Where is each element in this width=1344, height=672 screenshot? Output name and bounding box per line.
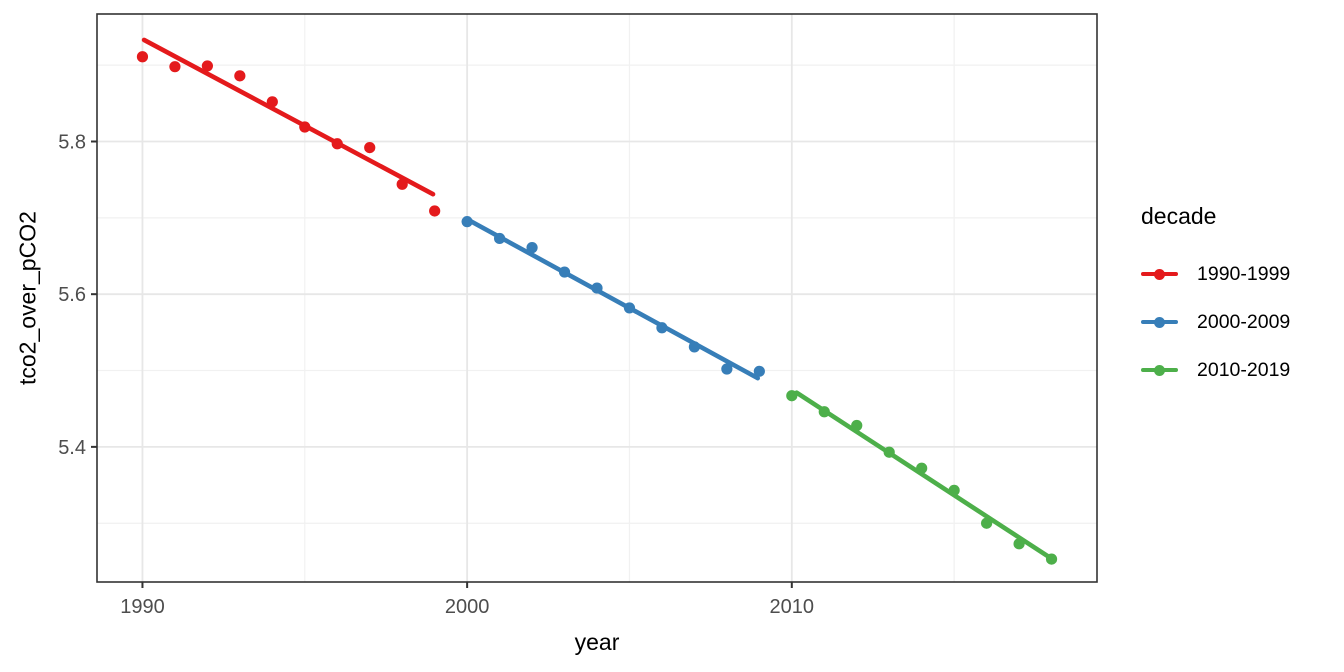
data-point (299, 121, 311, 133)
data-point (786, 390, 798, 402)
panel-border (96, 13, 1098, 583)
legend-entry-label: 1990-1999 (1197, 262, 1291, 285)
trend-line (141, 37, 436, 197)
x-axis-title: year (574, 629, 620, 655)
data-point (169, 61, 181, 73)
legend-entry-label: 2000-2009 (1197, 310, 1291, 333)
plot-panel (97, 14, 1097, 582)
data-point (331, 138, 343, 150)
data-point (396, 178, 408, 190)
data-point (364, 142, 376, 154)
legend-entry: 2000-2009 (1141, 298, 1290, 346)
data-point (753, 365, 765, 377)
point-icon (1154, 317, 1165, 328)
x-tick-label: 1990 (120, 596, 165, 618)
legend-title: decade (1141, 203, 1217, 229)
data-point (429, 205, 441, 217)
data-point (591, 282, 603, 294)
data-point (851, 419, 863, 432)
legend: decade 1990-1999 2000-2009 2010-2019 (1141, 202, 1290, 394)
data-point (981, 517, 993, 529)
legend-key-icon (1141, 262, 1178, 286)
data-point (656, 322, 668, 334)
point-icon (1154, 269, 1165, 280)
point-icon (1154, 365, 1165, 376)
legend-key-icon (1141, 310, 1178, 334)
data-point (916, 462, 928, 474)
y-tick-label: 5.8 (58, 131, 86, 153)
data-point (266, 96, 278, 108)
y-tick-label: 5.4 (58, 437, 86, 459)
y-tick-label: 5.6 (58, 284, 86, 306)
data-point (623, 302, 636, 314)
data-point (558, 266, 571, 278)
trend-line (466, 217, 761, 381)
data-point (201, 60, 213, 72)
legend-entry: 1990-1999 (1141, 250, 1290, 298)
data-point (461, 216, 473, 228)
trend-line (794, 390, 1053, 560)
data-point (234, 70, 246, 82)
data-point (526, 242, 538, 254)
data-point (1013, 538, 1025, 550)
data-point (883, 446, 895, 458)
legend-key-icon (1141, 358, 1178, 382)
x-tick-label: 2000 (445, 596, 490, 618)
data-point (136, 51, 149, 63)
data-point (721, 363, 733, 375)
y-axis-title: tco2_over_pCO2 (14, 211, 41, 385)
x-tick-label: 2010 (770, 596, 815, 618)
data-point (493, 232, 506, 245)
data-point (1045, 553, 1058, 565)
legend-entry: 2010-2019 (1141, 346, 1290, 394)
data-point (688, 341, 701, 353)
data-point (818, 406, 830, 418)
data-point (948, 484, 960, 496)
legend-entry-label: 2010-2019 (1197, 358, 1291, 381)
